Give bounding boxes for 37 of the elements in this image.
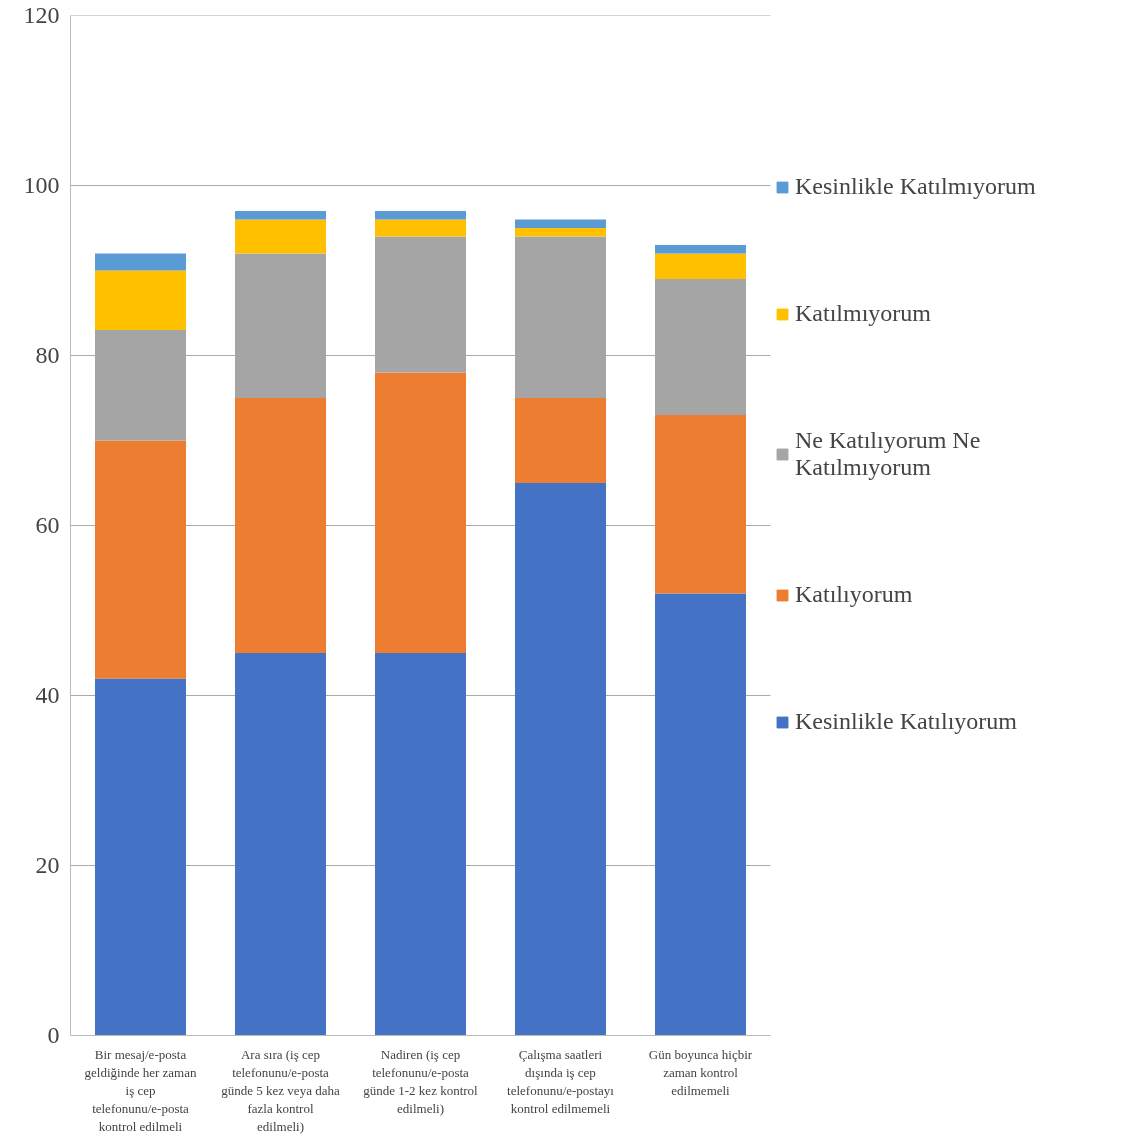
bar xyxy=(375,653,466,1036)
bar xyxy=(95,270,186,330)
y-tick-label: 20 xyxy=(35,852,60,878)
y-tick-label: 60 xyxy=(35,512,60,538)
x-tick-label: Nadiren (iş cep telefonunu/e-posta günde 1-2 kez kontrol edilmeli) xyxy=(363,1046,479,1116)
legend-label: Katılmıyorum xyxy=(795,300,931,327)
bar xyxy=(515,483,606,1036)
x-tick-label: Gün boyunca hiçbir zaman kontrol edilmemeli xyxy=(648,1046,753,1098)
x-tick-label: Bir mesaj/e-posta geldiğinde her zaman iş cep telefonunu/e-posta kontrol edilmeli xyxy=(84,1046,197,1134)
bar xyxy=(95,253,186,271)
x-tick-label: Çalışma saatleri dışında iş cep telefonunu/e-postayı kontrol edilmemeli xyxy=(507,1046,615,1116)
legend-label: Kesinlikle Katılmıyorum xyxy=(795,173,1036,200)
bar xyxy=(655,415,746,594)
bar xyxy=(515,228,606,237)
bar xyxy=(655,245,746,254)
bar xyxy=(655,593,746,1036)
bar xyxy=(375,372,466,653)
x-tick-label: Ara sıra (iş cep telefonunu/e-posta günde 5 kez veya daha fazla kontrol edilmeli) xyxy=(221,1046,340,1134)
bar xyxy=(375,211,466,220)
y-tick-label: 40 xyxy=(35,682,60,708)
legend-label: Ne Katılıyorum Ne Katılmıyorum xyxy=(795,427,981,481)
y-tick-label: 80 xyxy=(35,342,60,368)
bar xyxy=(515,398,606,483)
bar xyxy=(375,219,466,237)
bar xyxy=(515,219,606,228)
bar xyxy=(95,678,186,1036)
y-tick-label: 0 xyxy=(47,1022,60,1048)
bar xyxy=(235,398,326,653)
bar xyxy=(235,653,326,1036)
y-tick-label: 100 xyxy=(23,172,60,198)
bar xyxy=(235,211,326,220)
legend-label: Kesinlikle Katılıyorum xyxy=(795,708,1017,735)
bar xyxy=(95,440,186,679)
bar xyxy=(235,219,326,254)
y-tick-label: 120 xyxy=(23,2,60,28)
bar xyxy=(655,253,746,279)
legend-label: Katılıyorum xyxy=(795,581,913,608)
